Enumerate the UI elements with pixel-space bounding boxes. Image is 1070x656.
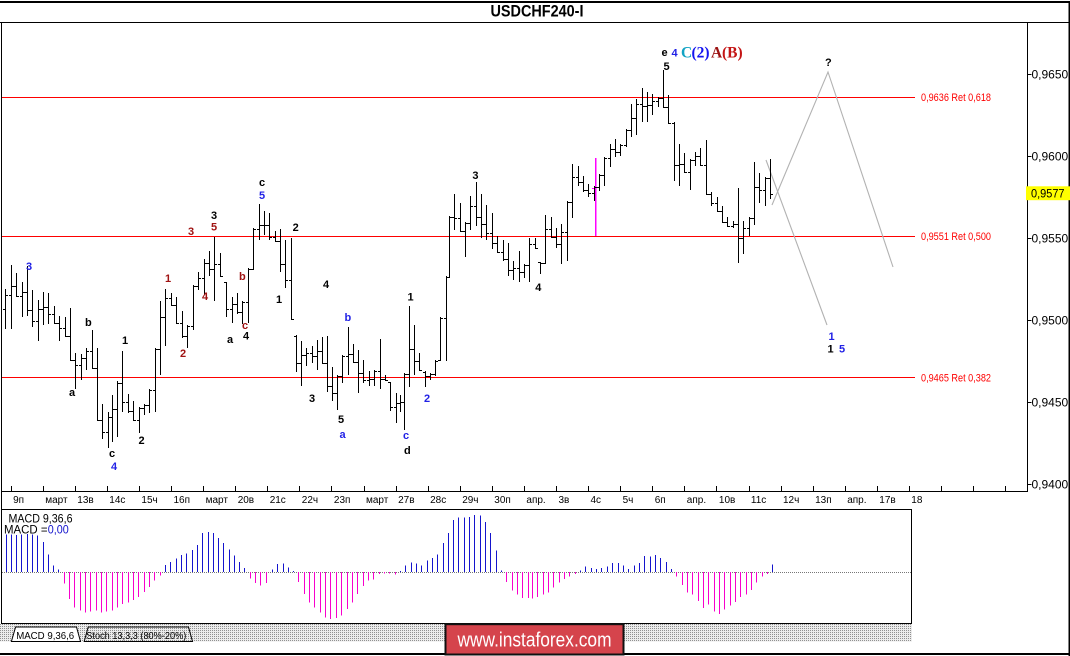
svg-text:9п: 9п (13, 495, 24, 506)
svg-text:?: ? (825, 57, 832, 69)
svg-text:0,00: 0,00 (48, 522, 69, 536)
svg-text:10в: 10в (719, 495, 735, 506)
svg-text:a: a (340, 429, 347, 441)
svg-text:4: 4 (243, 331, 250, 343)
svg-text:3: 3 (26, 261, 32, 273)
svg-text:март: март (206, 495, 229, 506)
svg-text:март: март (45, 495, 68, 506)
svg-text:MACD 9,36,6: MACD 9,36,6 (9, 512, 73, 526)
svg-text:апр.: апр. (687, 495, 706, 506)
svg-text:11с: 11с (751, 495, 766, 506)
svg-text:A: A (711, 44, 723, 61)
svg-text:4: 4 (672, 47, 679, 59)
svg-text:1: 1 (829, 331, 835, 343)
svg-text:0,9450: 0,9450 (1032, 395, 1069, 409)
svg-text:MACD 9,36,6: MACD 9,36,6 (16, 631, 74, 642)
svg-text:0,9465 Ret 0,382: 0,9465 Ret 0,382 (921, 372, 991, 384)
svg-text:16п: 16п (174, 495, 191, 506)
svg-text:29ч: 29ч (462, 495, 478, 506)
svg-text:4: 4 (535, 282, 542, 294)
svg-text:27в: 27в (398, 495, 414, 506)
svg-text:0,9636 Ret 0,618: 0,9636 Ret 0,618 (921, 92, 991, 104)
svg-text:(B): (B) (722, 44, 743, 61)
svg-text:0,9551 Ret 0,500: 0,9551 Ret 0,500 (921, 231, 991, 243)
svg-text:30п: 30п (494, 495, 511, 506)
svg-text:4: 4 (202, 291, 209, 303)
svg-text:0,9600: 0,9600 (1032, 149, 1069, 163)
svg-text:5: 5 (839, 344, 845, 356)
svg-text:Stoch 13,3,3 (80%-20%): Stoch 13,3,3 (80%-20%) (86, 631, 186, 642)
svg-text:3: 3 (188, 226, 194, 238)
svg-text:0,9577: 0,9577 (1031, 187, 1065, 201)
svg-text:c: c (242, 320, 248, 332)
svg-text:2: 2 (139, 435, 145, 447)
svg-text:2: 2 (293, 222, 299, 234)
svg-text:c: c (259, 177, 265, 189)
svg-text:1: 1 (122, 335, 128, 347)
svg-text:5: 5 (211, 222, 217, 234)
svg-text:13п: 13п (815, 495, 832, 506)
svg-text:март: март (366, 495, 389, 506)
svg-text:b: b (345, 312, 352, 324)
svg-text:5: 5 (664, 61, 670, 73)
svg-text:6п: 6п (655, 495, 666, 506)
svg-text:3: 3 (309, 393, 315, 405)
svg-text:0,9650: 0,9650 (1032, 67, 1069, 81)
svg-text:1: 1 (828, 344, 834, 356)
svg-text:5ч: 5ч (623, 495, 634, 506)
svg-text:1: 1 (276, 294, 282, 306)
svg-text:2: 2 (180, 348, 186, 360)
svg-text:USDCHF240-I: USDCHF240-I (491, 1, 584, 20)
svg-text:14с: 14с (109, 495, 125, 506)
svg-text:18: 18 (911, 495, 923, 506)
svg-text:0,9550: 0,9550 (1032, 231, 1069, 245)
svg-text:5: 5 (338, 414, 344, 426)
svg-text:4с: 4с (591, 495, 602, 506)
svg-text:e: e (662, 47, 668, 59)
svg-text:c: c (403, 430, 409, 442)
svg-text:28с: 28с (430, 495, 446, 506)
svg-text:17в: 17в (879, 495, 895, 506)
svg-text:1: 1 (165, 273, 171, 285)
svg-text:a: a (69, 387, 76, 399)
svg-text:MACD =: MACD = (4, 522, 48, 536)
svg-text:b: b (85, 317, 92, 329)
svg-text:3: 3 (472, 170, 478, 182)
svg-text:13в: 13в (77, 495, 93, 506)
svg-text:b: b (239, 271, 246, 283)
svg-text:c: c (109, 448, 115, 460)
svg-text:4: 4 (111, 461, 118, 473)
svg-text:(2): (2) (692, 44, 710, 61)
svg-text:0,9400: 0,9400 (1032, 478, 1069, 492)
svg-text:1: 1 (408, 292, 414, 304)
svg-text:23п: 23п (334, 495, 351, 506)
svg-text:апр.: апр. (526, 495, 545, 506)
svg-text:www.instaforex.com: www.instaforex.com (457, 630, 612, 652)
svg-text:4: 4 (323, 279, 330, 291)
svg-text:3в: 3в (559, 495, 570, 506)
svg-text:22ч: 22ч (302, 495, 318, 506)
svg-text:d: d (404, 445, 411, 457)
svg-text:C: C (681, 44, 692, 61)
svg-text:20в: 20в (238, 495, 254, 506)
svg-text:2: 2 (424, 393, 430, 405)
svg-text:a: a (227, 334, 234, 346)
svg-text:21с: 21с (270, 495, 286, 506)
svg-text:0,9500: 0,9500 (1032, 313, 1069, 327)
svg-text:12ч: 12ч (783, 495, 799, 506)
svg-text:3: 3 (211, 210, 217, 222)
svg-text:апр.: апр. (847, 495, 866, 506)
svg-text:15ч: 15ч (141, 495, 157, 506)
svg-text:5: 5 (259, 190, 265, 202)
